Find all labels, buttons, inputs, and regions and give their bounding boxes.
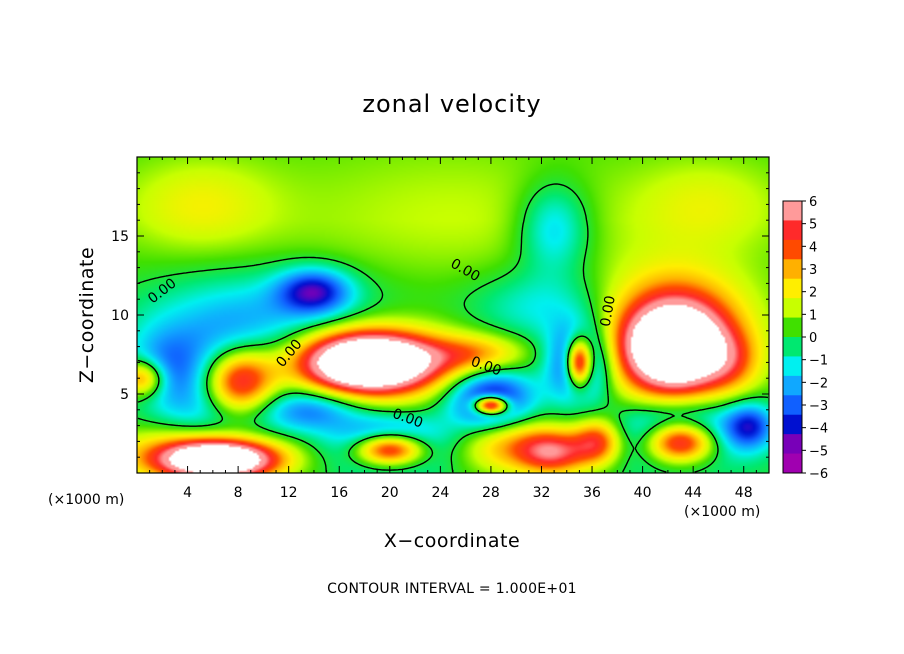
x-tick-label: 12 bbox=[280, 485, 298, 501]
zero-contours bbox=[137, 183, 769, 473]
y-tick-label: 10 bbox=[111, 308, 129, 324]
colorbar-label: 6 bbox=[809, 195, 817, 210]
colorbar-label: 2 bbox=[809, 286, 817, 301]
colorbar-label: 5 bbox=[809, 218, 817, 233]
colorbar-swatch bbox=[783, 395, 802, 416]
colorbar-label: −6 bbox=[809, 467, 828, 482]
colorbar-swatch bbox=[783, 317, 802, 338]
y-tick-label: 5 bbox=[120, 387, 129, 403]
chart-title: zonal velocity bbox=[362, 90, 541, 118]
colorbar-swatch bbox=[783, 453, 802, 474]
colorbar-swatch bbox=[783, 337, 802, 357]
colorbar-swatch bbox=[783, 201, 802, 221]
colorbar-label: −1 bbox=[809, 354, 828, 369]
colorbar-swatch bbox=[783, 278, 802, 299]
x-unit-right: (×1000 m) bbox=[684, 504, 760, 520]
y-axis-ticks: 5 10 15 bbox=[111, 172, 769, 458]
x-tick-label: 8 bbox=[234, 485, 243, 501]
colorbar-swatch bbox=[783, 434, 802, 455]
colorbar-swatch bbox=[783, 414, 802, 435]
colorbar-label: −4 bbox=[809, 422, 828, 437]
colorbar-swatch bbox=[783, 239, 802, 260]
x-tick-label: 48 bbox=[735, 485, 753, 501]
x-tick-label: 16 bbox=[330, 485, 348, 501]
colorbar-swatch bbox=[783, 298, 802, 319]
x-axis-label: X−coordinate bbox=[384, 530, 520, 552]
x-unit-left: (×1000 m) bbox=[48, 492, 124, 508]
colorbar-label: 4 bbox=[809, 240, 817, 255]
colorbar-label: 0 bbox=[809, 331, 817, 346]
colorbar-label: −5 bbox=[809, 444, 828, 459]
zero-contour-line bbox=[137, 183, 769, 473]
colorbar-swatch bbox=[783, 259, 802, 280]
y-axis-label: Z−coordinate bbox=[76, 247, 98, 383]
x-axis-ticks: 4 8 12 16 20 24 28 32 36 40 44 48 bbox=[149, 157, 757, 501]
colorbar-swatch bbox=[783, 220, 802, 241]
colorbar-label: −3 bbox=[809, 399, 828, 414]
y-tick-label: 15 bbox=[111, 229, 129, 245]
x-tick-label: 28 bbox=[482, 485, 500, 501]
colorbar-label: −2 bbox=[809, 376, 828, 391]
colorbar: 6 5 4 3 2 1 0 −1 −2 −3 −4 −5 −6 bbox=[782, 195, 828, 482]
colorbar-swatch bbox=[783, 375, 802, 396]
colorbar-label: 3 bbox=[809, 263, 817, 278]
contour-interval-note: CONTOUR INTERVAL = 1.000E+01 bbox=[327, 581, 577, 597]
x-tick-label: 24 bbox=[431, 485, 449, 501]
contour-label: 0.00 bbox=[598, 294, 619, 327]
colorbar-label: 1 bbox=[809, 308, 817, 323]
heatmap-field bbox=[137, 157, 769, 473]
x-tick-label: 20 bbox=[381, 485, 399, 501]
x-tick-label: 36 bbox=[583, 485, 601, 501]
x-tick-label: 4 bbox=[183, 485, 192, 501]
plot-area bbox=[137, 157, 769, 473]
x-tick-label: 44 bbox=[684, 485, 702, 501]
colorbar-swatch bbox=[783, 356, 802, 377]
x-tick-label: 32 bbox=[533, 485, 551, 501]
x-tick-label: 40 bbox=[634, 485, 652, 501]
